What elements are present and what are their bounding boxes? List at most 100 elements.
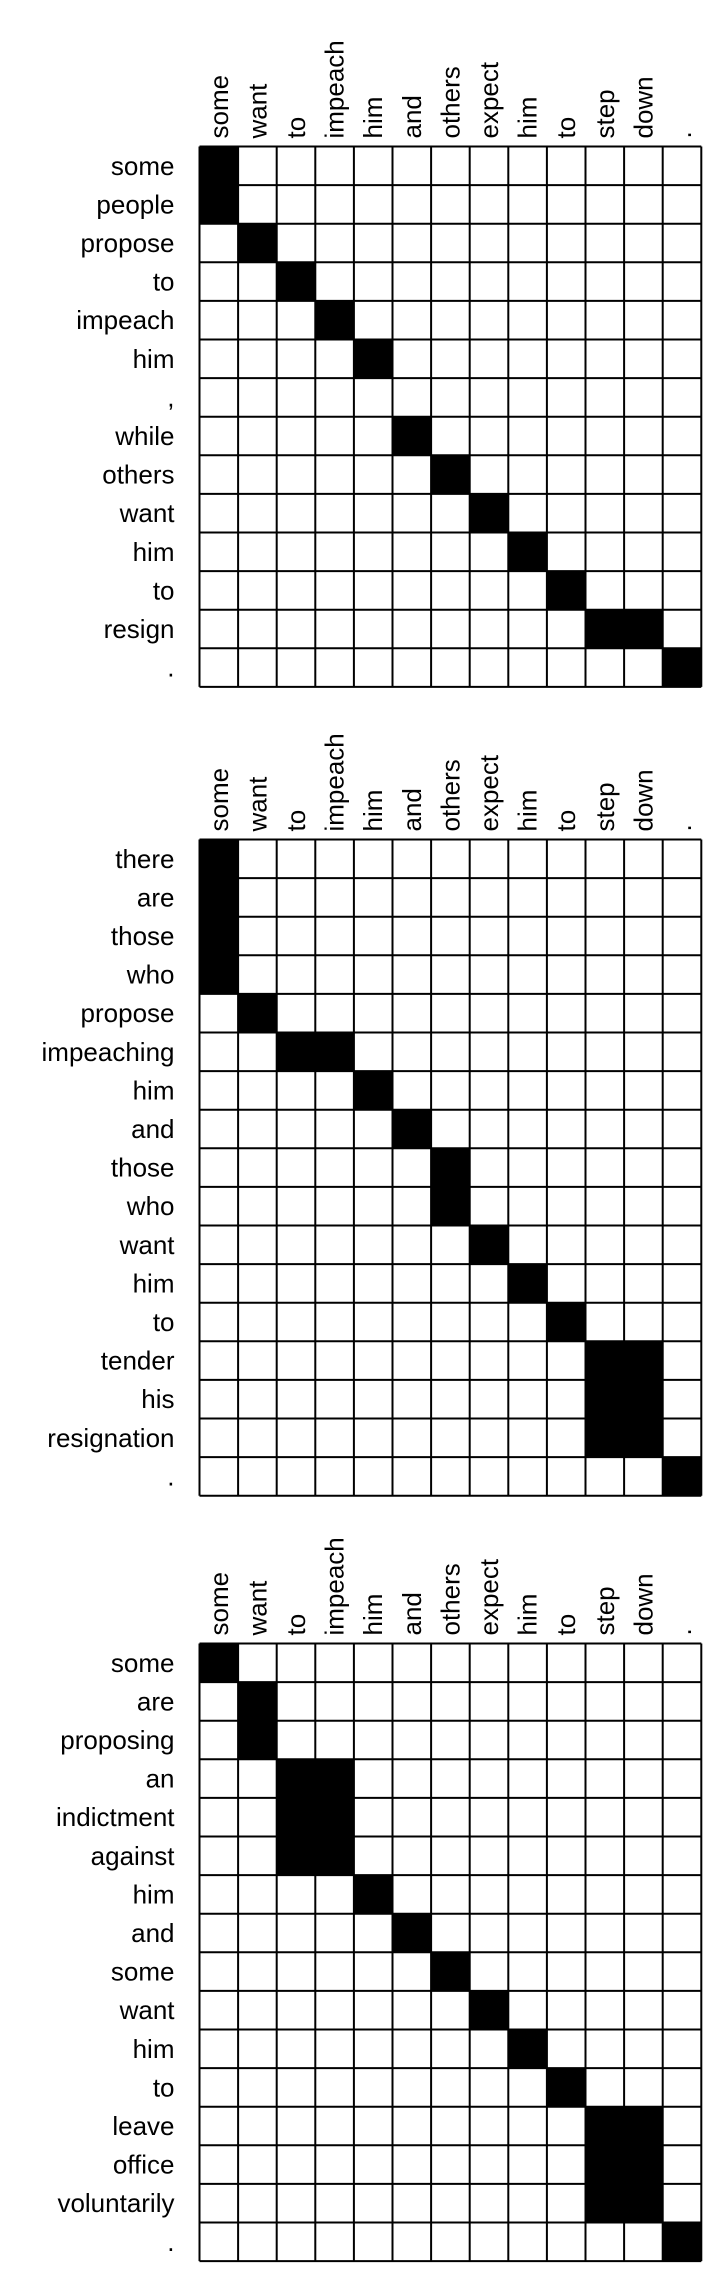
alignment-cell-filled: [353, 339, 393, 379]
alignment-cell-empty: [662, 571, 702, 610]
alignment-cell-empty: [353, 2222, 393, 2262]
alignment-cell-empty: [546, 648, 586, 687]
alignment-cell-empty: [546, 839, 586, 879]
alignment-cell-empty: [276, 300, 316, 340]
alignment-cell-empty: [662, 262, 702, 301]
alignment-cell-empty: [546, 1990, 586, 2030]
row-label: to: [153, 575, 175, 605]
alignment-cell-empty: [469, 1682, 509, 1721]
row-label: office: [113, 2150, 175, 2180]
column-label: others: [435, 66, 465, 138]
alignment-cell-empty: [392, 2145, 432, 2184]
alignment-cell-empty: [624, 1457, 663, 1496]
alignment-cell-empty: [469, 2106, 509, 2146]
alignment-cell-empty: [624, 2068, 663, 2107]
alignment-cell-empty: [392, 993, 432, 1033]
alignment-cell-empty: [392, 1341, 432, 1380]
row-label: those: [111, 921, 175, 951]
alignment-cell-filled: [585, 1418, 625, 1458]
alignment-cell-empty: [353, 1032, 393, 1072]
alignment-cell-empty: [508, 1032, 547, 1072]
alignment-cell-empty: [431, 1457, 470, 1496]
alignment-cell-empty: [238, 1379, 277, 1419]
alignment-cell-empty: [662, 1225, 702, 1265]
row-label: him: [133, 2034, 175, 2064]
alignment-cell-empty: [315, 1720, 354, 1760]
row-label: and: [131, 1918, 174, 1948]
alignment-cell-empty: [469, 146, 509, 186]
alignment-cell-empty: [315, 1418, 354, 1458]
alignment-cell-empty: [353, 493, 393, 533]
alignment-cell-empty: [276, 916, 316, 956]
alignment-cell-empty: [546, 609, 586, 649]
alignment-cell-empty: [546, 2145, 586, 2184]
alignment-cell-empty: [662, 2183, 702, 2223]
alignment-cell-empty: [585, 571, 625, 610]
row-label: .: [167, 2227, 174, 2257]
alignment-cell-empty: [199, 1225, 239, 1265]
alignment-cell-empty: [238, 455, 277, 494]
alignment-cell-empty: [585, 455, 625, 494]
column-label: expect: [474, 1558, 504, 1635]
alignment-cell-empty: [199, 1875, 239, 1914]
alignment-cell-empty: [315, 571, 354, 610]
alignment-cell-empty: [546, 1379, 586, 1419]
alignment-cell-empty: [508, 2222, 547, 2262]
alignment-cell-empty: [469, 648, 509, 687]
alignment-cell-empty: [199, 993, 239, 1033]
alignment-cell-empty: [585, 532, 625, 572]
alignment-cell-empty: [392, 185, 432, 224]
row-label: want: [119, 1995, 176, 2025]
alignment-cell-empty: [469, 223, 509, 263]
alignment-cell-empty: [353, 416, 393, 456]
alignment-cell-empty: [431, 1759, 470, 1798]
alignment-cell-empty: [238, 2222, 277, 2262]
alignment-cell-empty: [662, 916, 702, 956]
alignment-cell-empty: [624, 1759, 663, 1798]
alignment-cell-empty: [199, 1682, 239, 1721]
alignment-cell-empty: [315, 1457, 354, 1496]
alignment-cell-empty: [546, 532, 586, 572]
alignment-cell-empty: [624, 223, 663, 263]
alignment-cell-empty: [508, 300, 547, 340]
alignment-cell-filled: [624, 2145, 663, 2184]
alignment-cell-empty: [431, 1418, 470, 1458]
alignment-cell-empty: [392, 609, 432, 649]
row-label: are: [137, 882, 175, 912]
alignment-cell-empty: [508, 493, 547, 533]
alignment-cell-empty: [508, 648, 547, 687]
alignment-cell-empty: [469, 1109, 509, 1149]
alignment-cell-empty: [469, 1759, 509, 1798]
alignment-cell-empty: [392, 878, 432, 917]
alignment-cell-empty: [546, 1682, 586, 1721]
alignment-cell-empty: [546, 1875, 586, 1914]
alignment-cell-empty: [315, 146, 354, 186]
alignment-cell-empty: [508, 839, 547, 879]
alignment-cell-empty: [392, 1148, 432, 1187]
alignment-cell-empty: [546, 1071, 586, 1110]
column-label: and: [397, 95, 427, 138]
alignment-cell-empty: [238, 1913, 277, 1953]
alignment-cell-empty: [353, 2068, 393, 2107]
alignment-cell-empty: [238, 2183, 277, 2223]
alignment-cell-empty: [624, 146, 663, 186]
alignment-cell-filled: [508, 1264, 547, 1303]
alignment-cell-empty: [662, 2145, 702, 2184]
alignment-cell-empty: [662, 955, 702, 994]
alignment-cell-empty: [546, 339, 586, 379]
row-label: people: [96, 189, 174, 219]
alignment-cell-empty: [585, 416, 625, 456]
alignment-cell-empty: [585, 1148, 625, 1187]
alignment-cell-empty: [315, 262, 354, 301]
alignment-cell-empty: [624, 2029, 663, 2069]
column-label: impeach: [320, 1537, 350, 1635]
alignment-cell-empty: [238, 609, 277, 649]
alignment-cell-empty: [624, 493, 663, 533]
alignment-cell-empty: [392, 1071, 432, 1110]
alignment-cell-empty: [276, 571, 316, 610]
alignment-cell-empty: [585, 1952, 625, 1991]
alignment-cell-empty: [662, 1302, 702, 1342]
alignment-cell-empty: [276, 1341, 316, 1380]
alignment-cell-empty: [276, 993, 316, 1033]
